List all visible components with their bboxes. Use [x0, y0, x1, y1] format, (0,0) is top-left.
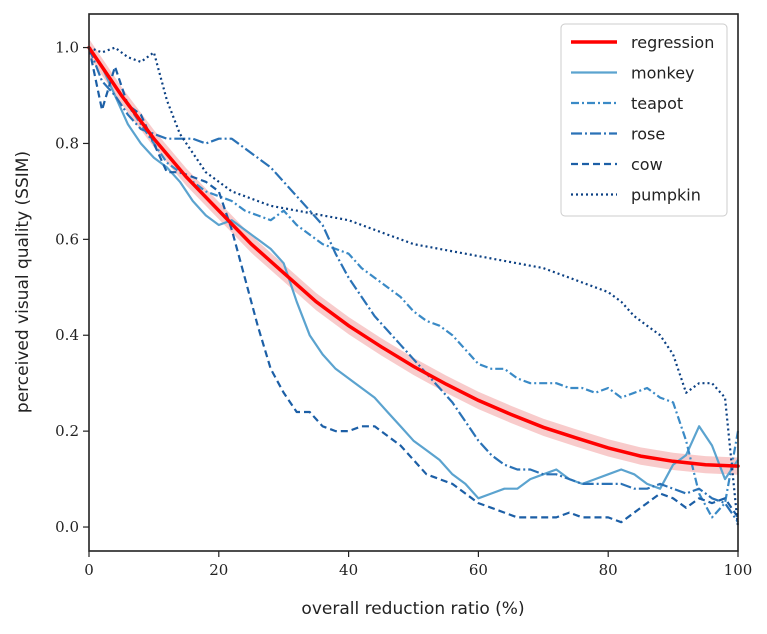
legend: regression monkey teapot rose cow pumpkin — [560, 23, 728, 217]
x-tick-label: 20 — [209, 561, 228, 579]
legend-label-rose: rose — [631, 125, 665, 144]
y-tick-label: 0.6 — [55, 230, 79, 248]
x-tick-label: 80 — [599, 561, 618, 579]
y-tick-label: 1.0 — [55, 39, 79, 57]
series-line-monkey — [88, 46, 739, 500]
legend-label-pumpkin: pumpkin — [631, 186, 701, 205]
x-tick-label: 0 — [84, 561, 94, 579]
plot-frame — [88, 13, 739, 552]
series-line-regression — [87, 45, 740, 468]
x-tick-label: 100 — [724, 561, 753, 579]
y-tick-label: 0.2 — [55, 422, 79, 440]
regression-layer — [87, 45, 740, 468]
x-axis-label: overall reduction ratio (%) — [301, 599, 524, 619]
series-line-cow — [87, 47, 739, 524]
y-axis-ticks: 0.0 0.2 0.4 0.6 0.8 1.0 — [55, 39, 89, 536]
x-axis-ticks: 0 20 40 60 80 100 — [84, 551, 752, 579]
series-line-teapot — [88, 46, 740, 519]
y-tick-label: 0.8 — [55, 134, 79, 152]
series-layer — [87, 46, 740, 528]
legend-label-regression: regression — [631, 33, 714, 52]
y-tick-label: 0.0 — [55, 518, 79, 536]
y-axis-label: perceived visual quality (SSIM) — [13, 151, 33, 413]
legend-label-cow: cow — [631, 155, 663, 174]
legend-label-teapot: teapot — [631, 94, 683, 113]
series-line-rose — [87, 47, 739, 523]
x-tick-label: 40 — [339, 561, 358, 579]
series-line-pumpkin — [88, 46, 740, 528]
x-tick-label: 60 — [469, 561, 488, 579]
y-tick-label: 0.4 — [55, 326, 79, 344]
legend-label-monkey: monkey — [631, 64, 695, 83]
